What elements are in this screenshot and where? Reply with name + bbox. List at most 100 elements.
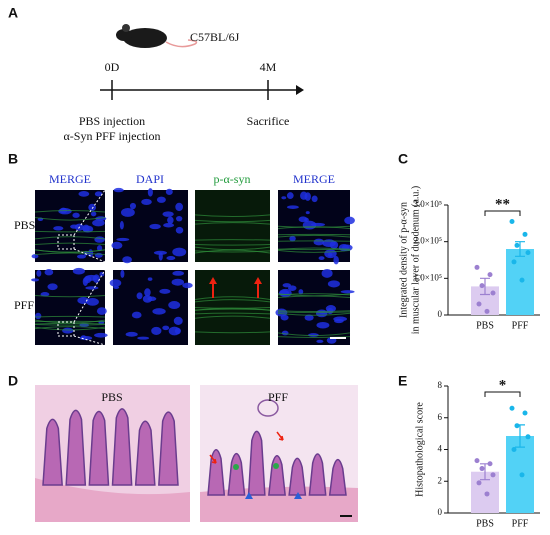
signal	[277, 247, 351, 250]
nucleus	[165, 188, 173, 195]
y-tick-label: 3.0×10⁵	[414, 199, 442, 209]
marker-triangle	[294, 492, 302, 499]
nucleus	[305, 211, 310, 215]
data-point	[484, 308, 490, 314]
muscle-layer	[35, 478, 190, 522]
signal	[34, 326, 106, 330]
y-axis-label: Integrated density of p-α-syn	[398, 202, 409, 318]
villus	[308, 453, 327, 496]
panel-label: E	[398, 373, 407, 389]
villus	[88, 410, 110, 486]
nucleus	[162, 325, 170, 331]
signal	[194, 246, 271, 251]
data-point	[522, 410, 528, 416]
column-header: DAPI	[136, 172, 164, 186]
y-tick-label: 2.0×10⁵	[414, 236, 442, 246]
micrograph	[35, 190, 105, 262]
signal	[34, 217, 106, 221]
signal	[34, 249, 106, 253]
nucleus	[167, 216, 174, 224]
nucleus	[96, 245, 103, 252]
signal	[194, 244, 271, 246]
villus	[227, 452, 246, 496]
nucleus	[79, 336, 93, 341]
nucleus	[298, 216, 308, 223]
nucleus	[125, 331, 138, 337]
panel-label: A	[8, 5, 18, 21]
signal	[194, 296, 271, 300]
nucleus	[78, 190, 90, 197]
nucleus	[90, 211, 97, 217]
signal	[194, 249, 271, 254]
nucleus	[76, 254, 87, 259]
nucleus	[84, 274, 98, 281]
injection: PBS injection	[79, 114, 145, 128]
nucleus	[153, 250, 168, 255]
nucleus	[288, 285, 297, 291]
nucleus	[340, 290, 355, 294]
data-point	[479, 466, 485, 472]
nucleus	[172, 247, 187, 257]
nucleus	[144, 288, 151, 297]
nucleus	[31, 254, 39, 259]
nucleus	[94, 191, 103, 197]
signal	[194, 307, 271, 311]
nucleus	[324, 249, 337, 259]
signal	[194, 222, 271, 225]
y-tick-label: 1.0×10⁵	[414, 272, 442, 282]
nucleus	[171, 278, 185, 286]
data-point	[487, 461, 493, 467]
marker-dot	[233, 464, 239, 470]
nucleus	[175, 215, 183, 222]
nucleus	[302, 220, 317, 230]
data-point	[509, 219, 515, 224]
nucleus	[47, 283, 58, 291]
significance: **	[495, 196, 510, 212]
y-tick-label: 6	[438, 412, 443, 422]
nucleus	[152, 308, 166, 315]
image-label: PBS	[101, 390, 122, 404]
data-point	[519, 277, 525, 283]
villus	[158, 411, 179, 486]
signal	[277, 336, 351, 339]
nucleus	[282, 283, 291, 288]
nucleus	[316, 339, 324, 343]
nucleus	[159, 288, 171, 294]
y-axis-label: Histopathological score	[414, 402, 425, 497]
nucleus	[40, 292, 50, 297]
signal	[34, 252, 106, 256]
nucleus	[175, 202, 184, 212]
nucleus	[318, 256, 325, 260]
nucleus	[147, 296, 157, 302]
villus	[247, 430, 266, 496]
nucleus	[131, 311, 142, 319]
histology	[35, 385, 358, 522]
nucleus	[344, 216, 355, 225]
nucleus	[147, 277, 153, 281]
data-point	[511, 259, 517, 265]
x-tick-label: PFF	[512, 320, 529, 331]
data-point	[479, 283, 485, 289]
nucleus	[94, 236, 105, 243]
nucleus	[119, 220, 124, 230]
nucleus	[82, 277, 89, 286]
nucleus	[308, 333, 319, 337]
nucleus	[338, 243, 350, 252]
y-tick-label: 0	[438, 507, 443, 517]
villus	[65, 409, 87, 486]
arrow	[209, 454, 217, 464]
nucleus	[333, 316, 348, 322]
nucleus	[289, 235, 296, 242]
nucleus	[286, 192, 294, 200]
signal	[34, 230, 106, 233]
villus	[268, 455, 286, 496]
nucleus	[300, 191, 308, 200]
nucleus	[120, 269, 125, 278]
nucleus	[92, 219, 105, 227]
column-header: MERGE	[49, 172, 91, 186]
nucleus	[86, 297, 99, 306]
nucleus	[316, 321, 330, 329]
arrow-head	[254, 277, 262, 284]
signal	[34, 236, 106, 240]
